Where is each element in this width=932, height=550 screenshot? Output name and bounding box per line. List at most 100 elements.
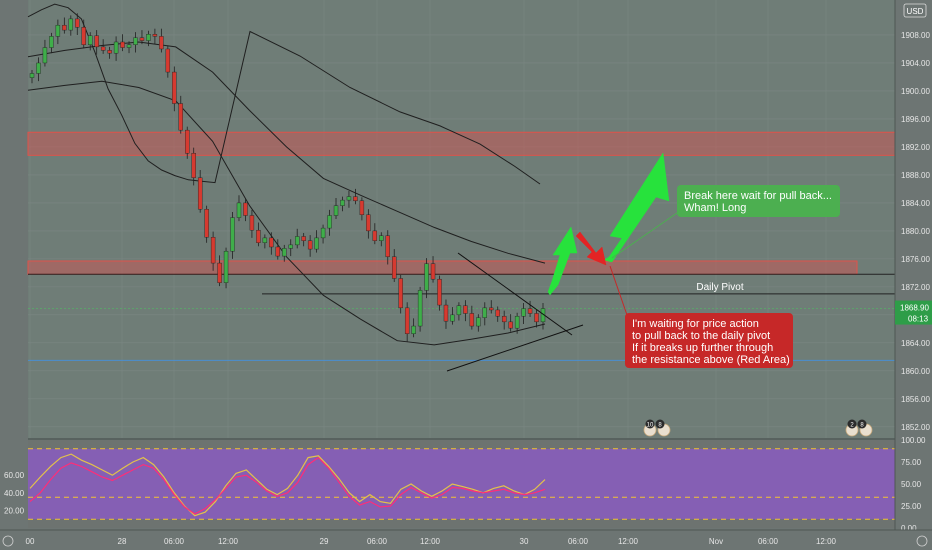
price-tick: 1864.00 <box>901 339 930 348</box>
candle-body <box>333 205 339 216</box>
time-tick: 12:00 <box>816 537 837 546</box>
candle-body <box>94 35 99 48</box>
candle-body <box>404 307 410 334</box>
candle-body <box>133 37 138 45</box>
candle-body <box>230 217 235 252</box>
candle-body <box>392 256 397 279</box>
candle-body <box>372 230 378 241</box>
candle-body <box>126 44 132 48</box>
trendline-drawings <box>446 252 584 372</box>
pane-separator <box>28 438 895 440</box>
price-tick: 1856.00 <box>901 395 930 404</box>
candle-body <box>269 237 274 248</box>
time-tick: 06:00 <box>367 537 388 546</box>
currency-label: USD <box>907 7 924 16</box>
oscillator-tick: 0.00 <box>901 524 917 533</box>
candle-body <box>139 37 145 41</box>
candle-body <box>489 307 494 311</box>
candle-body <box>417 290 423 327</box>
ascending-trendline <box>446 324 584 372</box>
time-axis[interactable]: 00 28 06:00 12:00 29 06:00 12:00 30 06:00 12:00 No… <box>0 529 932 550</box>
candle-body <box>159 36 164 50</box>
moving-average-line <box>27 80 546 346</box>
price-tick: 1900.00 <box>901 87 930 96</box>
candle-body <box>172 71 177 104</box>
candle-body <box>482 307 487 318</box>
candle-body <box>256 229 261 243</box>
candle-body <box>185 129 190 154</box>
resistance-zones <box>27 131 896 275</box>
candle-body <box>514 316 520 329</box>
oscillator-tick: 50.00 <box>901 480 922 489</box>
candle-body <box>301 236 306 241</box>
oscillator-left-tick: 60.00 <box>4 471 25 480</box>
candle-body <box>282 248 287 257</box>
time-tick: 29 <box>320 537 329 546</box>
candle-body <box>62 24 67 31</box>
candle-body <box>262 237 268 243</box>
candle-body <box>346 196 352 201</box>
bar-countdown: 08:13 <box>908 315 929 324</box>
candle-body <box>204 209 209 238</box>
event-count-badge <box>857 419 867 429</box>
settings-icon <box>2 535 14 547</box>
price-axis[interactable]: USD 1908.00 1904.00 1900.00 1896.00 1892.00 18… <box>894 0 932 550</box>
candle-body <box>385 235 390 257</box>
candle-body <box>165 48 171 73</box>
price-tick: 1888.00 <box>901 171 930 180</box>
oscillator-left-tick: 40.00 <box>4 489 25 498</box>
annotation-break-long[interactable]: Break here wait for pull back... Wham! L… <box>677 185 840 217</box>
candle-body <box>217 262 222 283</box>
candle-body <box>398 278 403 309</box>
time-tick: 12:00 <box>420 537 441 546</box>
event-count: 2 <box>850 423 854 429</box>
candle-body <box>120 41 125 48</box>
candle-body <box>527 308 533 314</box>
long-arrow-big <box>603 152 670 263</box>
annotation-connector-red <box>609 265 628 316</box>
annotation-line: the resistance above (Red Area) <box>632 354 790 366</box>
candle-body <box>476 317 481 327</box>
candle-body <box>443 304 449 322</box>
oscillator-band <box>28 448 895 520</box>
long-arrow-small <box>547 226 578 296</box>
price-tick: 1880.00 <box>901 227 930 236</box>
candle-body <box>68 18 74 31</box>
scale-settings-icon <box>916 535 928 547</box>
candle-body <box>463 305 468 314</box>
annotation-pullback-pivot[interactable]: I'm waiting for price action to pull bac… <box>625 313 793 368</box>
time-tick: 06:00 <box>164 537 185 546</box>
oscillator-tick: 100.00 <box>901 436 926 445</box>
price-tick: 1872.00 <box>901 283 930 292</box>
price-tick: 1876.00 <box>901 255 930 264</box>
candle-body <box>295 236 300 246</box>
last-price-value: 1868.90 <box>900 304 929 313</box>
candle-body <box>178 103 183 131</box>
candle-body <box>495 309 500 317</box>
descending-trendline <box>457 252 573 336</box>
candle-body <box>275 246 280 257</box>
candle-body <box>340 199 345 206</box>
time-tick: 06:00 <box>758 537 779 546</box>
candle-body <box>107 50 112 54</box>
event-count: 10 <box>647 423 654 429</box>
candle-body <box>210 236 216 264</box>
candle-body <box>191 153 196 178</box>
candle-body <box>501 316 507 323</box>
price-tick: 1860.00 <box>901 367 930 376</box>
candle-body <box>450 314 455 322</box>
event-badges[interactable]: 10 8 2 8 <box>643 419 873 437</box>
candle-body <box>353 196 358 202</box>
annotation-line: If it breaks up further through <box>632 342 774 354</box>
annotation-line: I'm waiting for price action <box>632 318 759 330</box>
candle-body <box>55 24 61 37</box>
event-count: 8 <box>860 423 864 429</box>
candle-body <box>288 244 293 249</box>
oscillator-tick: 25.00 <box>901 502 922 511</box>
candle-body <box>42 47 48 64</box>
candle-body <box>75 18 80 28</box>
candle-body <box>81 27 86 45</box>
candle-body <box>88 35 93 45</box>
candle-body <box>379 235 384 241</box>
candle-body <box>29 73 35 78</box>
